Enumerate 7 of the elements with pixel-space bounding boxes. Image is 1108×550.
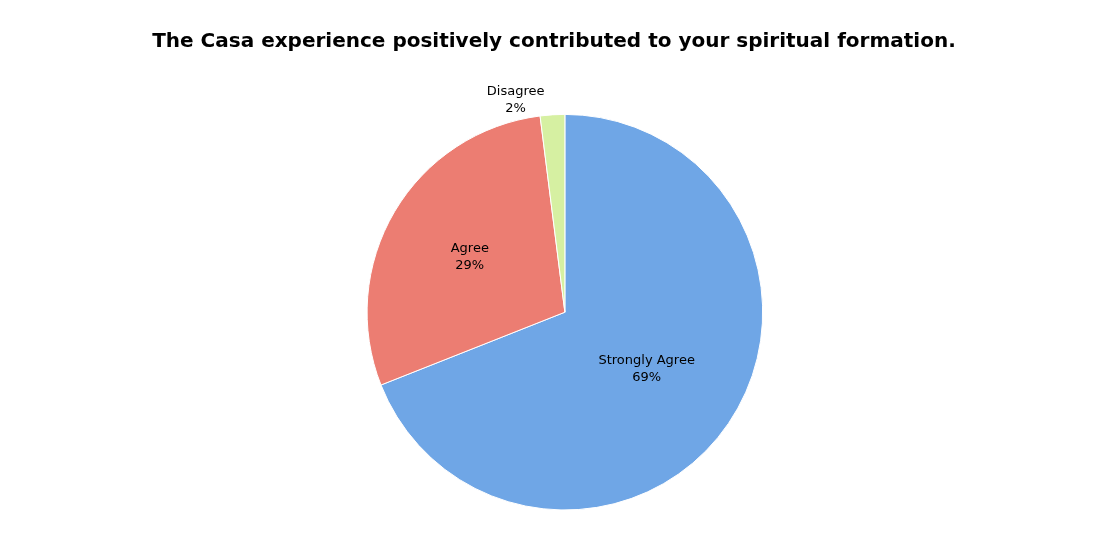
chart-title: The Casa experience positively contributed to your spiritual formation.: [152, 28, 956, 52]
slice-label: Disagree: [486, 82, 545, 98]
slice-label: Agree: [450, 240, 489, 255]
data-label: 2%: [505, 99, 526, 115]
data-label: 69%: [632, 368, 662, 384]
slice-label: Strongly Agree: [598, 351, 695, 367]
data-label: 29%: [455, 256, 485, 272]
